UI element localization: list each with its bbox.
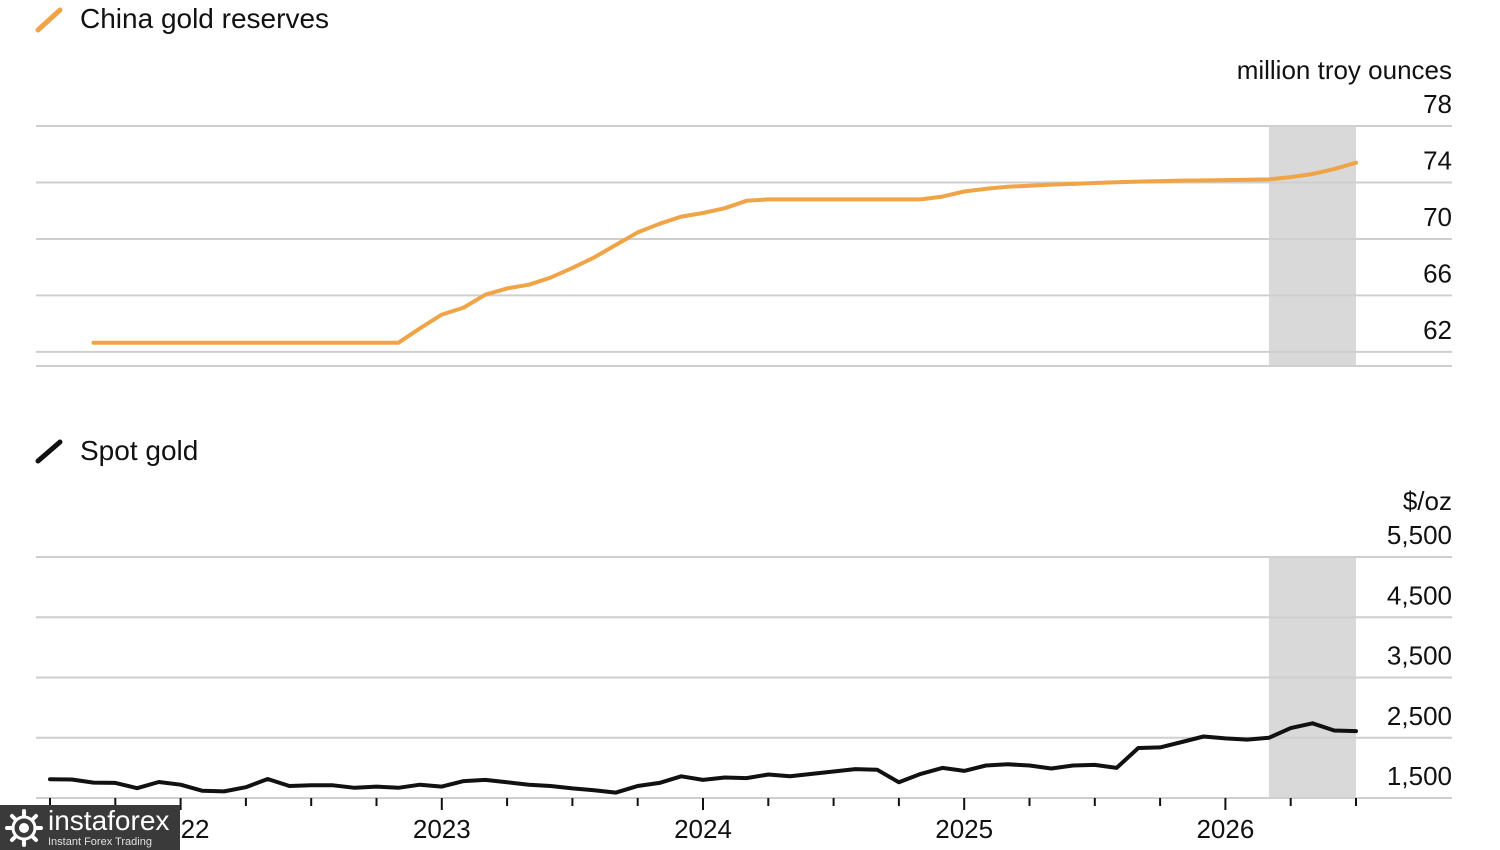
watermark-name: instaforex	[48, 805, 170, 836]
watermark-tagline: Instant Forex Trading	[48, 836, 152, 848]
y-tick-label: 4,500	[1387, 580, 1452, 610]
reserves-unit-label: million troy ounces	[1237, 55, 1452, 85]
series-line	[91, 160, 1358, 345]
instaforex-watermark: instaforex Instant Forex Trading	[0, 805, 180, 850]
x-tick-label: 2025	[935, 814, 993, 844]
y-tick-label: 5,500	[1387, 520, 1452, 550]
x-tick-label: 2024	[674, 814, 732, 844]
instaforex-logo-icon	[5, 808, 43, 847]
reserves-series	[91, 160, 1358, 345]
x-tick-label: 2026	[1196, 814, 1254, 844]
reserves-highlight-region	[1268, 126, 1356, 366]
spot-gold-legend-swatch	[35, 439, 63, 464]
y-tick-label: 3,500	[1387, 641, 1452, 671]
spot-gold-series	[48, 721, 1358, 795]
highlight-band	[1268, 126, 1356, 366]
spot-gold-panel: Spot gold $/oz 5,500 4,500 3,500 2,500 1,500…	[35, 435, 1452, 844]
spot-gold-y-axis: 5,500 4,500 3,500 2,500 1,500	[1387, 520, 1452, 791]
y-tick-label: 62	[1423, 315, 1452, 345]
x-tick-label: 2023	[413, 814, 471, 844]
y-tick-label: 70	[1423, 202, 1452, 232]
y-tick-label: 2,500	[1387, 701, 1452, 731]
spot-gold-title: Spot gold	[80, 435, 198, 466]
spot-gold-unit-label: $/oz	[1403, 486, 1452, 516]
y-tick-label: 74	[1423, 145, 1452, 175]
reserves-title: China gold reserves	[80, 3, 329, 34]
y-tick-label: 66	[1423, 258, 1452, 288]
series-line	[48, 721, 1358, 795]
reserves-panel: China gold reserves million troy ounces …	[35, 3, 1452, 367]
reserves-gridlines	[36, 125, 1452, 367]
reserves-legend-swatch	[35, 7, 63, 33]
y-tick-label: 1,500	[1387, 761, 1452, 791]
y-tick-label: 78	[1423, 89, 1452, 119]
reserves-y-axis: 78 74 70 66 62	[1423, 89, 1452, 345]
spot-gold-gridlines	[36, 556, 1452, 799]
x-axis: 2022 2023 2024 2025 2026	[49, 798, 1357, 844]
